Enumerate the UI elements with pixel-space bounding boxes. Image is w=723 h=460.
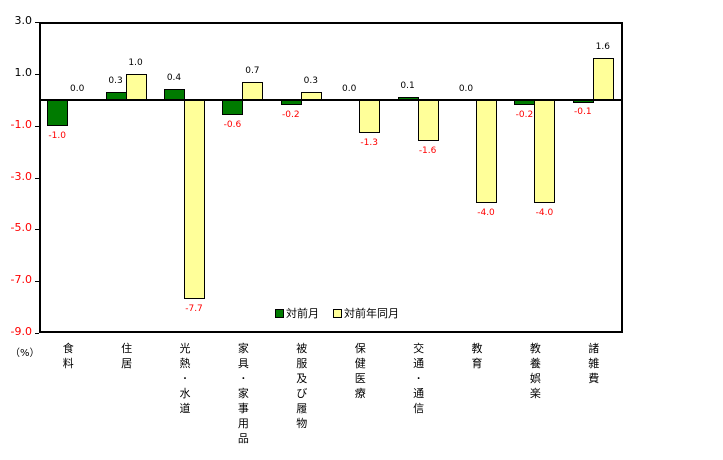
y-tick (35, 229, 39, 231)
value-label: 0.0 (342, 83, 357, 94)
value-label: -0.1 (574, 107, 592, 118)
value-label: -0.6 (223, 120, 242, 131)
y-tick-label: -5.0 (10, 221, 32, 235)
value-label: -1.6 (418, 146, 437, 157)
y-tick (35, 73, 39, 75)
value-label: 0.4 (166, 73, 182, 84)
y-tick-label: 3.0 (14, 14, 33, 27)
legend-item-year: 対前年同月 (333, 305, 399, 321)
legend-label: 対前月 (286, 307, 319, 320)
bar-month-3 (222, 99, 244, 116)
bar-year-9 (592, 58, 614, 100)
value-label: 0.3 (303, 75, 318, 86)
x-tick-label: 諸雑費 (588, 342, 600, 385)
bar-year-2 (184, 99, 205, 300)
bar-month-0 (47, 99, 69, 126)
x-tick-label: 交通･通信 (413, 342, 425, 415)
legend-label: 対前年同月 (344, 307, 399, 320)
bar-year-6 (417, 99, 439, 142)
legend-item-month: 対前月 (275, 305, 319, 321)
value-label: 0.7 (245, 65, 260, 76)
y-axis-unit: （%） (10, 348, 40, 359)
value-label: 1.0 (128, 57, 143, 68)
bar-year-8 (534, 99, 556, 204)
bar-year-7 (476, 99, 497, 204)
y-tick (35, 22, 39, 23)
value-label: -4.0 (535, 208, 554, 219)
value-label: -7.7 (185, 304, 203, 315)
x-tick-label: 保健医療 (354, 342, 366, 400)
value-label: 1.6 (595, 42, 610, 53)
x-tick-label: 食料 (62, 342, 74, 370)
bar-year-3 (242, 81, 264, 100)
value-label: 0.0 (70, 83, 85, 94)
y-tick-label: 1.0 (14, 65, 33, 79)
value-label: -1.0 (48, 130, 66, 141)
value-label: 0.0 (458, 83, 474, 94)
y-tick-label: -7.0 (10, 273, 32, 287)
x-tick-label: 被服及び履物 (296, 342, 308, 430)
legend-swatch-yellow (333, 308, 342, 318)
x-tick-label: 教育 (471, 342, 483, 370)
x-tick-label: 教養娯楽 (529, 342, 541, 400)
zero-line (39, 98, 623, 101)
y-tick-label: -9.0 (10, 325, 32, 338)
value-label: 0.3 (108, 75, 123, 86)
y-tick (35, 125, 39, 127)
bar-year-5 (359, 99, 381, 134)
legend: 対前月 対前年同月 (275, 305, 399, 321)
y-tick-label: -1.0 (10, 117, 32, 131)
x-tick-label: 住居 (121, 342, 133, 370)
y-tick (35, 333, 39, 334)
bar-year-1 (125, 73, 147, 100)
x-tick-label: 光熱･水道 (179, 342, 191, 415)
value-label: 0.1 (400, 81, 415, 92)
value-label: -0.2 (515, 109, 534, 120)
y-tick (35, 177, 39, 179)
legend-swatch-green (275, 308, 284, 318)
x-tick-label: 家具･家事用品 (237, 342, 249, 445)
y-tick-label: -3.0 (10, 169, 32, 183)
value-label: -1.3 (360, 138, 378, 149)
value-label: -0.2 (282, 109, 300, 120)
y-tick (35, 281, 39, 283)
value-label: -4.0 (477, 208, 495, 219)
